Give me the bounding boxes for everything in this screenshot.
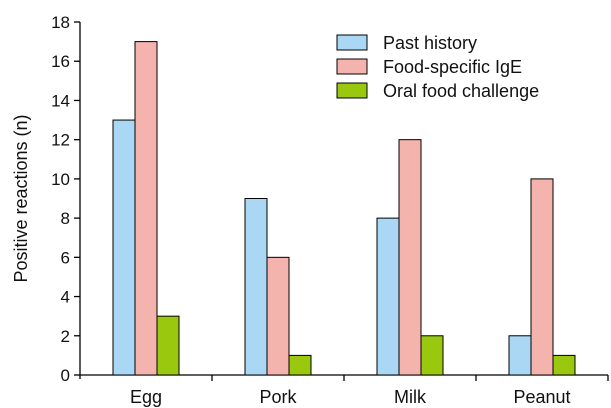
legend-label: Food-specific IgE: [383, 57, 522, 77]
bar-milk-oral-food-challenge: [420, 335, 444, 376]
y-tick-label: 16: [51, 52, 70, 71]
legend-swatch: [336, 34, 368, 51]
x-tick-label: Pork: [259, 387, 297, 407]
y-axis: 0 2 4 6 8 10 12 14 16 18: [51, 13, 81, 385]
y-tick-label: 0: [61, 366, 70, 385]
legend-swatch: [336, 82, 368, 99]
y-tick-label: 6: [61, 248, 70, 267]
x-tick-label: Milk: [394, 387, 427, 407]
bar-milk-past-history: [376, 217, 400, 376]
legend-label: Past history: [383, 33, 477, 53]
y-tick-label: 12: [51, 131, 70, 150]
bar-peanut-oral-food-challenge: [552, 354, 576, 376]
x-tick-label: Egg: [130, 387, 162, 407]
y-axis-label: Positive reactions (n): [11, 114, 31, 282]
legend: Past history Food-specific IgE Oral food c…: [336, 33, 539, 101]
bar-egg-past-history: [112, 119, 136, 376]
y-tick-label: 2: [61, 327, 70, 346]
bar-pork-food-specific-ige: [266, 256, 290, 376]
y-tick-label: 14: [51, 91, 70, 110]
bar-egg-food-specific-ige: [134, 41, 158, 376]
y-tick-label: 8: [61, 209, 70, 228]
bar-egg-oral-food-challenge: [156, 315, 180, 376]
bar-pork-past-history: [244, 198, 268, 376]
bar-pork-oral-food-challenge: [288, 354, 312, 376]
bar-peanut-past-history: [508, 335, 532, 376]
bars: [112, 41, 576, 376]
y-tick-label: 10: [51, 170, 70, 189]
legend-swatch: [336, 58, 368, 75]
legend-label: Oral food challenge: [383, 81, 539, 101]
x-tick-label: Peanut: [513, 387, 570, 407]
bar-milk-food-specific-ige: [398, 139, 422, 376]
bar-peanut-food-specific-ige: [530, 178, 554, 376]
y-tick-label: 4: [61, 288, 70, 307]
x-axis: Egg Pork Milk Peanut: [80, 374, 609, 407]
y-tick-label: 18: [51, 13, 70, 32]
